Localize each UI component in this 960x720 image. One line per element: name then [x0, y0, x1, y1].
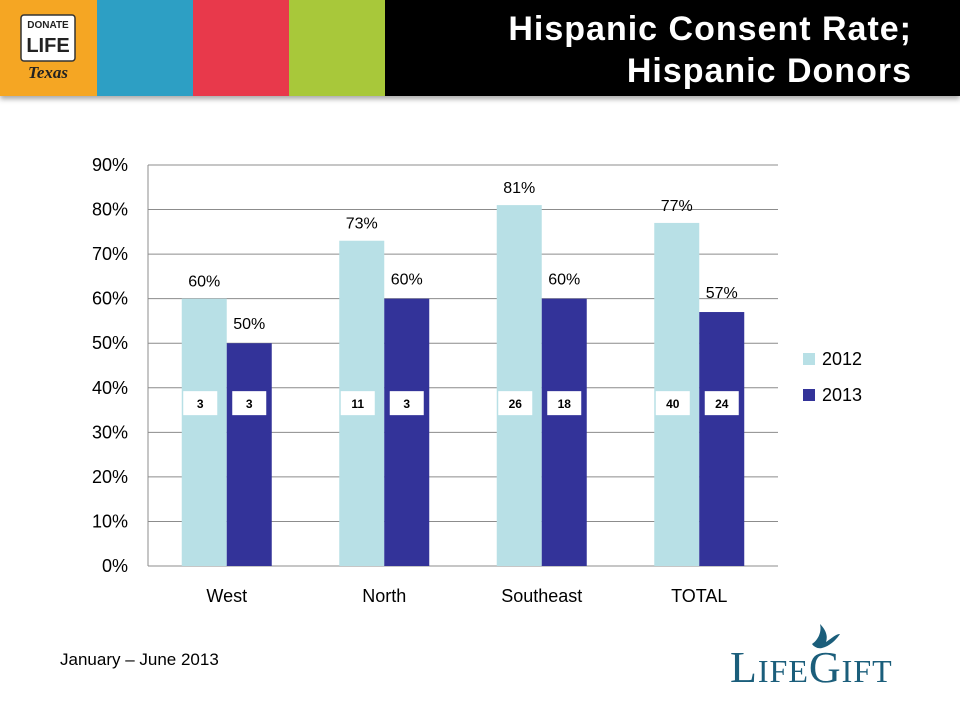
data-label: 77%	[661, 198, 693, 215]
count-box	[232, 391, 267, 416]
y-tick-label: 60%	[92, 289, 128, 309]
x-tick-label: Southeast	[501, 586, 582, 606]
count-box	[340, 391, 375, 416]
bar-chart: 0% 10% 20% 30% 40% 50% 60% 70% 80% 90% 60% 3 50% 3 Wes…	[92, 155, 862, 606]
y-tick-label: 30%	[92, 422, 128, 442]
count-box	[704, 391, 739, 416]
donate-life-texas-logo: DONATE LIFE Texas	[20, 14, 76, 82]
title-line-1: Hispanic Consent Rate;	[508, 10, 912, 48]
count-box	[547, 391, 582, 416]
lifegift-wordmark: LIFEGIFT	[730, 642, 893, 693]
count-label: 18	[558, 397, 572, 411]
bar-2012-west	[181, 298, 227, 566]
bar-2013-north	[384, 298, 430, 566]
count-label: 3	[403, 397, 410, 411]
red-stripe	[193, 0, 289, 96]
count-label: 11	[351, 397, 364, 411]
count-label: 3	[246, 397, 253, 411]
logo-text-donate: DONATE	[27, 20, 69, 31]
bar-2013-west	[226, 343, 272, 566]
count-label: 40	[666, 397, 680, 411]
count-label: 24	[715, 397, 729, 411]
y-tick-label: 80%	[92, 200, 128, 220]
brand-letter-g: G	[808, 643, 842, 692]
y-tick-label: 90%	[92, 155, 128, 175]
count-box	[183, 391, 218, 416]
data-label: 60%	[391, 272, 423, 289]
page-title: Hispanic Consent Rate; Hispanic Donors	[352, 8, 912, 92]
brand-letter-l: L	[730, 643, 758, 692]
brand-letters-ife: IFE	[757, 653, 809, 689]
bar-2012-southeast	[496, 205, 542, 566]
count-label: 3	[197, 397, 204, 411]
lifegift-logo: LIFEGIFT	[730, 622, 940, 692]
logo-text-life: LIFE	[26, 35, 69, 57]
legend-label: 2013	[822, 385, 862, 405]
y-tick-label: 70%	[92, 244, 128, 264]
logo-text-texas: Texas	[28, 63, 68, 82]
count-box	[498, 391, 533, 416]
date-range-footnote: January – June 2013	[60, 650, 219, 669]
data-label: 57%	[706, 285, 738, 302]
blue-stripe	[97, 0, 193, 96]
data-label: 73%	[346, 216, 378, 233]
x-tick-label: North	[362, 586, 406, 606]
data-label: 50%	[233, 316, 265, 333]
y-tick-label: 20%	[92, 467, 128, 487]
header-banner: DONATE LIFE Texas Hispanic Consent Rate;…	[0, 0, 960, 96]
y-tick-label: 0%	[102, 556, 128, 576]
x-tick-label: TOTAL	[671, 586, 727, 606]
dove-icon	[812, 624, 840, 649]
count-box	[389, 391, 424, 416]
y-tick-label: 10%	[92, 511, 128, 531]
data-label: 60%	[548, 272, 580, 289]
data-label: 81%	[503, 180, 535, 197]
brand-letters-ift: IFT	[841, 653, 893, 689]
x-tick-label: West	[206, 586, 247, 606]
bar-2013-southeast	[541, 298, 587, 566]
legend-swatch-2013	[803, 389, 815, 401]
count-box	[655, 391, 690, 416]
legend-swatch-2012	[803, 353, 815, 365]
y-tick-label: 50%	[92, 333, 128, 353]
green-stripe	[289, 0, 385, 96]
data-label: 60%	[188, 274, 220, 291]
y-tick-label: 40%	[92, 378, 128, 398]
legend-label: 2012	[822, 349, 862, 369]
bar-2013-total	[699, 312, 745, 566]
count-label: 26	[509, 397, 523, 411]
title-line-2: Hispanic Donors	[626, 52, 912, 90]
